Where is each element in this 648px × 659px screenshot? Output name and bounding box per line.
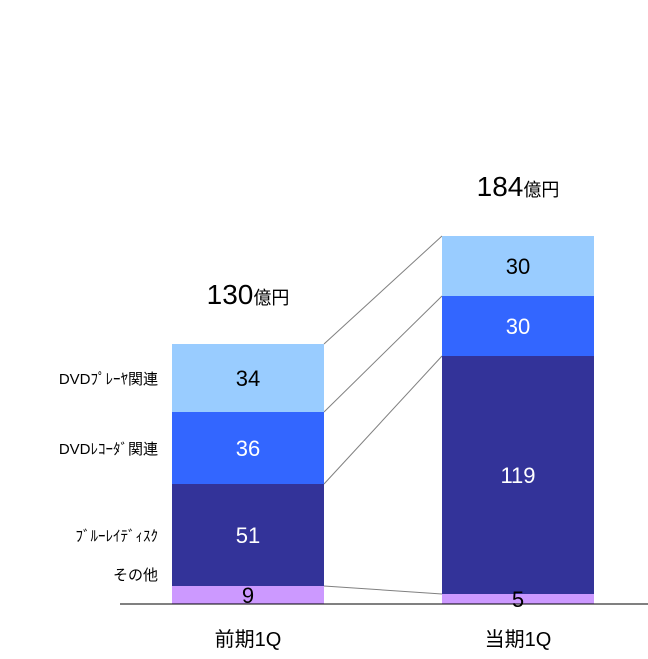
category-label: 当期1Q xyxy=(485,628,552,651)
segment-value-label: 36 xyxy=(236,436,260,461)
series-label: その他 xyxy=(113,567,158,584)
category-labels: 前期1Q 当期1Q xyxy=(215,628,552,651)
segment-value-label: 51 xyxy=(236,523,260,548)
series-label: ﾌﾞﾙｰﾚｲﾃﾞｨｽｸ xyxy=(75,528,158,545)
series-labels: その他 ﾌﾞﾙｰﾚｲﾃﾞｨｽｸ DVDﾚｺｰﾀﾞ関連 DVDﾌﾟﾚｰﾔ関連 xyxy=(59,371,158,584)
segment-value-label: 119 xyxy=(500,463,535,488)
connector-line xyxy=(324,586,442,594)
total-label: 130億円 xyxy=(207,279,290,310)
series-label: DVDﾚｺｰﾀﾞ関連 xyxy=(59,441,158,458)
segment-value-label: 34 xyxy=(236,366,260,391)
category-label: 前期1Q xyxy=(215,628,282,651)
connector-line xyxy=(324,356,442,484)
connector-line xyxy=(324,296,442,412)
connector-line xyxy=(324,236,442,344)
segment-value-label: 30 xyxy=(506,314,530,339)
segment-value-label: 30 xyxy=(506,254,530,279)
series-label: DVDﾌﾟﾚｰﾔ関連 xyxy=(59,371,158,388)
segment-value-label: 5 xyxy=(512,587,524,612)
connector-lines xyxy=(324,236,442,594)
total-label: 184億円 xyxy=(477,171,560,202)
